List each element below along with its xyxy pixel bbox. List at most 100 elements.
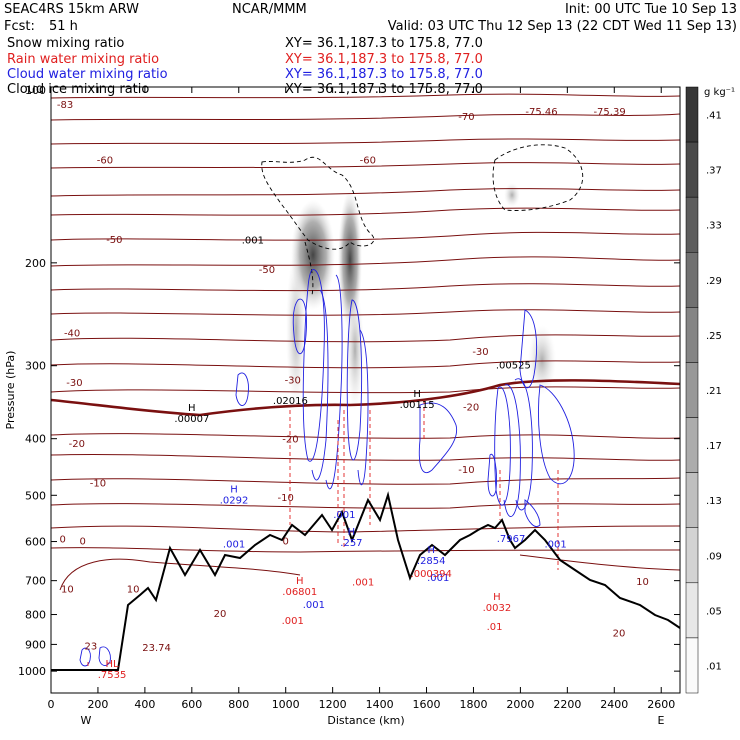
colorbar-swatch bbox=[685, 527, 699, 584]
max-value-labels: .001.02016H.00007H.00115.00525H.0292.001… bbox=[98, 235, 567, 681]
ice-shading-column-3 bbox=[346, 290, 364, 410]
center-title: NCAR/MMM bbox=[232, 2, 307, 17]
x-tick-label: 600 bbox=[181, 698, 202, 711]
max-value-label: .2854 bbox=[417, 556, 446, 567]
max-value-label: .02016 bbox=[273, 396, 308, 407]
colorbar-swatch bbox=[685, 417, 699, 473]
isotherm-label: -20 bbox=[463, 402, 479, 413]
colorbar: .41 .37 .33 .29 .25 .21 .17 .13 .09 .05 .01 bbox=[685, 86, 722, 694]
isotherm-label: -40 bbox=[64, 328, 80, 339]
fcst-label: Fcst: bbox=[4, 19, 35, 34]
field-xy-rain: XY= 36.1,187.3 to 175.8, 77.0 bbox=[285, 52, 483, 67]
max-marker: H bbox=[188, 403, 196, 414]
max-value-label: .001 bbox=[303, 600, 325, 611]
colorbar-label: .25 bbox=[706, 331, 722, 342]
y-tick-label: 200 bbox=[25, 257, 46, 270]
max-value-label: .001 bbox=[544, 539, 566, 550]
isotherm-label: 20 bbox=[214, 609, 227, 620]
y-tick-label: 400 bbox=[25, 433, 46, 446]
isotherm-label: 10 bbox=[636, 577, 649, 588]
colorbar-swatch bbox=[685, 196, 699, 253]
y-axis-top-tick: 100 bbox=[25, 84, 46, 97]
max-marker: H bbox=[493, 592, 501, 603]
max-value-label: .257 bbox=[340, 538, 362, 549]
west-label: W bbox=[81, 714, 92, 727]
colorbar-swatch bbox=[685, 86, 699, 143]
y-tick-label: 600 bbox=[25, 536, 46, 549]
isotherm-label: -30 bbox=[472, 347, 488, 358]
init-time: Init: 00 UTC Tue 10 Sep 13 bbox=[565, 2, 737, 17]
isotherm-label: 20 bbox=[613, 628, 626, 639]
freezing-level-line bbox=[51, 379, 680, 417]
field-xy-cloud-water: XY= 36.1,187.3 to 175.8, 77.0 bbox=[285, 67, 483, 82]
max-value-label: .7967 bbox=[497, 534, 526, 545]
isotherm-label: 0 bbox=[79, 536, 85, 547]
field-label-cloud-ice: Cloud ice mixing ratio bbox=[7, 82, 149, 97]
x-tick-label: 200 bbox=[87, 698, 108, 711]
x-axis: 0 200 400 600 800 1000 1200 1400 1600 1800 2000 220… bbox=[48, 87, 675, 711]
max-value-label: .00525 bbox=[496, 361, 531, 372]
x-tick-label: 1600 bbox=[413, 698, 441, 711]
isotherm-label: -10 bbox=[90, 478, 106, 489]
x-tick-label: 1200 bbox=[319, 698, 347, 711]
y-tick-label: 900 bbox=[25, 638, 46, 651]
colorbar-label: .33 bbox=[706, 221, 722, 232]
isotherm-label: -10 bbox=[458, 465, 474, 476]
isotherm-label: -30 bbox=[66, 378, 82, 389]
max-value-label: .001 bbox=[427, 573, 449, 584]
colorbar-label: .37 bbox=[706, 166, 722, 177]
max-value-label: .001 bbox=[282, 616, 304, 627]
isotherm-label: 10 bbox=[127, 585, 140, 596]
ice-shading-column-1 bbox=[286, 250, 306, 410]
ice-shading-east-top bbox=[504, 183, 520, 207]
y-tick-label: 500 bbox=[25, 489, 46, 502]
snow-contours bbox=[261, 144, 584, 296]
plot-frame bbox=[50, 86, 681, 694]
y-tick-label: 300 bbox=[25, 360, 46, 373]
plot-area bbox=[51, 93, 680, 671]
colorbar-label: .41 bbox=[706, 111, 722, 122]
colorbar-label: .01 bbox=[706, 661, 722, 672]
colorbar-label: .05 bbox=[706, 606, 722, 617]
colorbar-swatch bbox=[685, 252, 699, 308]
colorbar-label: .17 bbox=[706, 441, 722, 452]
isotherm-label: -50 bbox=[259, 265, 275, 276]
model-title: SEAC4RS 15km ARW bbox=[4, 2, 139, 17]
isotherm-label: -20 bbox=[282, 435, 298, 446]
field-label-cloud-water: Cloud water mixing ratio bbox=[7, 67, 168, 82]
max-value-label: .01 bbox=[487, 622, 503, 633]
colorbar-swatch bbox=[685, 582, 699, 639]
colorbar-swatch bbox=[685, 307, 699, 363]
y-tick-label: 700 bbox=[25, 575, 46, 588]
isotherm-label: -60 bbox=[360, 155, 376, 166]
max-marker: HL bbox=[105, 659, 119, 670]
isotherm-label: -83 bbox=[57, 100, 73, 111]
max-marker: H bbox=[413, 389, 421, 400]
colorbar-label: .09 bbox=[706, 551, 722, 562]
x-tick-label: 2400 bbox=[600, 698, 628, 711]
field-xy-cloud-ice: XY= 36.1,187.3 to 175.8, 77.0 bbox=[285, 82, 483, 97]
colorbar-label: .29 bbox=[706, 276, 722, 287]
isotherm-label: -10 bbox=[278, 493, 294, 504]
colorbar-swatch bbox=[685, 472, 699, 528]
temperature-labels: -83 -60 -60 -70 -75.46 -75.39 -50 -50 -40 -30 -30 -… bbox=[57, 100, 649, 654]
rain-water-contours bbox=[87, 400, 559, 668]
colorbar-swatch bbox=[685, 637, 699, 694]
y-tick-label: 800 bbox=[25, 609, 46, 622]
isotherm-label: 0 bbox=[60, 535, 66, 546]
max-value-label: .001 bbox=[333, 510, 355, 521]
y-tick-label: 1000 bbox=[18, 665, 46, 678]
isotherm-label: -75.46 bbox=[525, 107, 557, 118]
y-axis-title: Pressure (hPa) bbox=[4, 351, 17, 430]
x-tick-label: 1000 bbox=[272, 698, 300, 711]
isotherm-label: -50 bbox=[106, 235, 122, 246]
x-tick-label: 1400 bbox=[366, 698, 394, 711]
isotherm-label: 23 bbox=[85, 641, 98, 652]
max-value-label: .001 bbox=[352, 577, 374, 588]
isotherms bbox=[51, 93, 680, 591]
x-tick-label: 1800 bbox=[459, 698, 487, 711]
max-value-label: .000394 bbox=[411, 569, 452, 580]
colorbar-swatch bbox=[685, 141, 699, 198]
x-axis-title: Distance (km) bbox=[327, 714, 404, 727]
